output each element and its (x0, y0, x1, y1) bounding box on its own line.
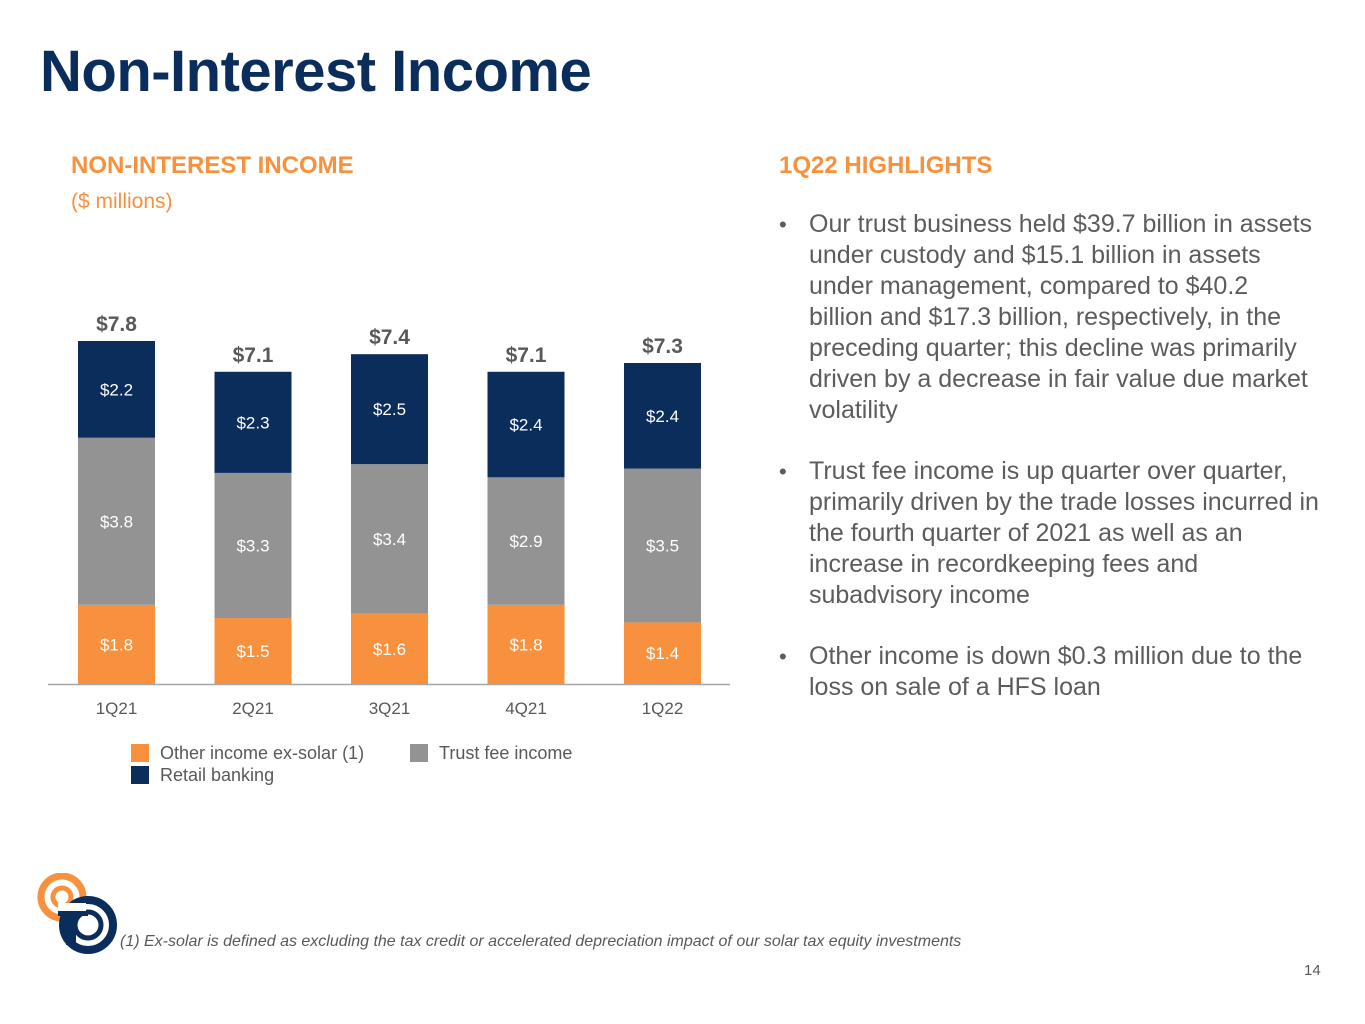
bar-segment (487, 604, 565, 684)
bar-segment (624, 622, 701, 684)
stacked-bar-chart: $1.8 $3.8 $2.2 $7.8 1Q21 $1.5 $3.3 $2.3 $7.1 2Q21… (48, 313, 730, 718)
bar-total-label: $7.3 (642, 335, 683, 358)
segment-value-label: $3.8 (100, 512, 133, 531)
segment-value-label: $2.4 (646, 407, 679, 426)
legend-swatch-other-income (131, 744, 149, 762)
page-number: 14 (1304, 962, 1321, 979)
bar-total-label: $7.8 (96, 313, 137, 336)
highlight-item: • Other income is down $0.3 million due … (779, 641, 1319, 703)
segment-value-label: $1.8 (100, 635, 133, 654)
bar-segment (624, 362, 701, 469)
segment-value-label: $2.3 (236, 413, 269, 432)
slide-title: Non-Interest Income (40, 39, 592, 104)
bar-segment (214, 371, 292, 473)
highlight-item: • Trust fee income is up quarter over qu… (779, 456, 1319, 611)
segment-value-label: $3.3 (236, 536, 269, 555)
bullet-icon: • (779, 644, 787, 669)
bar-total-label: $7.1 (506, 344, 547, 367)
bar-segment (351, 613, 428, 684)
segment-value-label: $2.4 (509, 416, 542, 435)
bullet-icon: • (779, 459, 787, 484)
company-logo-icon (37, 873, 117, 954)
bar-total-label: $7.4 (369, 326, 410, 349)
segment-value-label: $2.5 (373, 400, 406, 419)
segment-value-label: $3.5 (646, 536, 679, 555)
segment-value-label: $1.6 (373, 640, 406, 659)
x-tick-label: 2Q21 (232, 699, 274, 718)
bar-segment (78, 437, 155, 605)
highlight-item: • Our trust business held $39.7 billion … (779, 209, 1319, 426)
segment-value-label: $2.9 (509, 532, 542, 551)
legend-label-other-income: Other income ex-solar (1) (160, 743, 365, 763)
segment-value-label: $2.2 (100, 380, 133, 399)
bar-segment (214, 472, 292, 619)
legend-label-retail-banking: Retail banking (160, 765, 275, 785)
highlight-text: Other income is down $0.3 million due to… (809, 642, 1303, 701)
chart-heading: NON-INTEREST INCOME (71, 152, 354, 179)
highlight-text: Trust fee income is up quarter over quar… (809, 457, 1319, 609)
bar-segment (351, 354, 428, 465)
bar-segment (351, 464, 428, 614)
bar-segment (487, 477, 565, 605)
chart-units-subheading: ($ millions) (71, 190, 173, 213)
bar-segment (487, 371, 565, 478)
segment-value-label: $1.4 (646, 644, 679, 663)
segment-value-label: $1.8 (509, 635, 542, 654)
footnote: (1) Ex-solar is defined as excluding the… (120, 933, 962, 950)
bar-total-label: $7.1 (233, 344, 274, 367)
segment-value-label: $1.5 (236, 642, 269, 661)
highlight-text: Our trust business held $39.7 billion in… (809, 210, 1313, 424)
x-tick-label: 1Q21 (96, 699, 138, 718)
x-tick-label: 3Q21 (369, 699, 411, 718)
bar-segment (214, 618, 292, 684)
x-tick-label: 4Q21 (505, 699, 547, 718)
highlights-list: • Our trust business held $39.7 billion … (779, 209, 1319, 733)
legend-swatch-retail-banking (131, 766, 149, 784)
highlights-heading: 1Q22 HIGHLIGHTS (779, 152, 993, 179)
bar-segment (78, 341, 155, 438)
legend-swatch-trust-fee (410, 744, 428, 762)
segment-value-label: $3.4 (373, 530, 406, 549)
bar-segment (624, 468, 701, 623)
x-tick-label: 1Q22 (642, 699, 684, 718)
bar-segment (78, 604, 155, 684)
legend-label-trust-fee: Trust fee income (439, 743, 573, 763)
bullet-icon: • (779, 212, 787, 237)
